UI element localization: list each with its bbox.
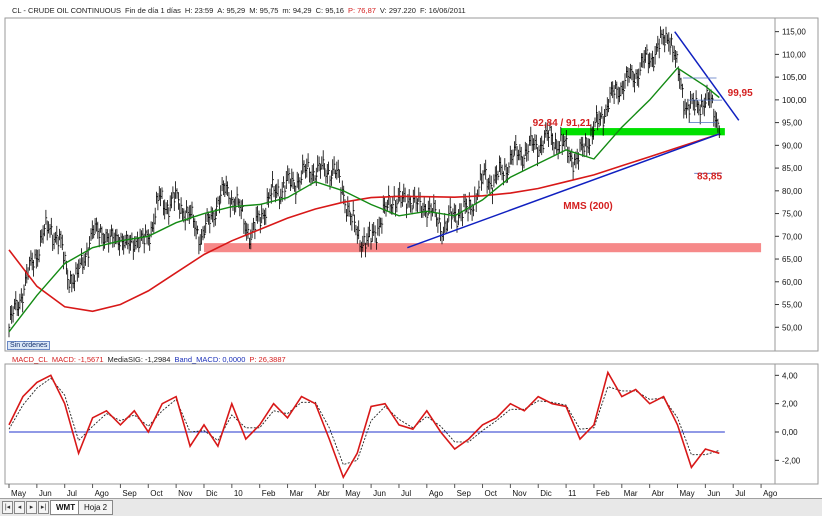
price-bars [8,26,721,338]
x-tick-label: Jul [401,489,411,498]
x-tick-label: Jul [735,489,745,498]
main-chart-header: CL - CRUDE OIL CONTINUOUS Fin de día 1 dí… [12,6,470,15]
next-sheet-button[interactable]: ▸ [26,501,37,514]
price-y-tick-label: 65,00 [782,255,803,264]
x-tick-label: Feb [262,489,276,498]
sheet-tab-bar: |◂ ◂ ▸ ▸| WMT Hoja 2 [0,498,822,516]
macd-y-tick-label: -2,00 [782,456,801,465]
x-tick-label: Abr [317,489,330,498]
band-value: Band_MACD: 0,0000 [174,355,246,364]
macd-y-tick-label: 4,00 [782,371,798,380]
symbol-label: CL - CRUDE OIL CONTINUOUS [12,6,122,15]
tab-hoja-2[interactable]: Hoja 2 [78,500,114,515]
price-y-tick-label: 70,00 [782,232,803,241]
price-annotation: MMS (200) [563,201,612,212]
close-value: C: 95,16 [315,6,344,15]
prev-sheet-button[interactable]: ◂ [14,501,25,514]
x-tick-label: Dic [206,489,218,498]
price-y-tick-label: 110,00 [782,50,806,59]
price-y-tick-label: 60,00 [782,278,803,287]
interval-label: Fin de día 1 días [125,6,181,15]
price-y-tick-label: 90,00 [782,141,803,150]
macd-y-tick-label: 0,00 [782,428,798,437]
x-tick-label: Ago [95,489,110,498]
price-annotation: 83,85 [697,171,722,182]
price-y-tick-label: 50,00 [782,323,803,332]
volume-value: V: 297.220 [379,6,416,15]
high-value: M: 95,75 [249,6,279,15]
first-sheet-button[interactable]: |◂ [2,501,13,514]
price-y-tick-label: 75,00 [782,210,803,219]
signal-value: MediaSIG: -1,2984 [107,355,171,364]
macd-pct: P: 26,3887 [249,355,286,364]
date-value: F: 16/06/2011 [419,6,466,15]
x-tick-label: May [345,489,360,498]
mms-200-line [8,133,720,313]
price-y-tick-label: 105,00 [782,73,807,82]
x-tick-label: Jun [707,489,720,498]
macd-name: MACD_CL [12,355,48,364]
change-value: P: 76,87 [347,6,376,15]
macd-panel-frame [4,363,819,485]
macd-y-tick-label: 2,00 [782,400,798,409]
x-tick-label: Feb [596,489,610,498]
x-tick-label: Nov [178,489,192,498]
x-tick-label: Sep [122,489,137,498]
x-tick-label: Mar [624,489,638,498]
x-tick-label: May [11,489,26,498]
x-tick-label: Abr [652,489,665,498]
x-tick-label: Jun [39,489,52,498]
price-y-tick-label: 100,00 [782,96,807,105]
ma-green-line [8,67,720,333]
x-tick-label: May [680,489,695,498]
price-y-tick-label: 95,00 [782,119,803,128]
price-annotation: 99,95 [728,88,753,99]
x-tick-label: Mar [290,489,304,498]
x-tick-label: Nov [512,489,526,498]
price-annotation: 92,84 / 91,21 [533,118,592,129]
x-tick-label: Jun [373,489,386,498]
x-tick-label: 10 [234,489,243,498]
macd-value: MACD: -1,5671 [51,355,104,364]
x-tick-label: Sep [457,489,472,498]
price-y-tick-label: 115,00 [782,28,806,37]
price-y-tick-label: 80,00 [782,187,803,196]
last-sheet-button[interactable]: ▸| [38,501,49,514]
price-y-tick-label: 85,00 [782,164,803,173]
x-tick-label: Dic [540,489,552,498]
open-value: A: 95,29 [217,6,246,15]
macd-line [8,370,720,480]
price-y-tick-label: 55,00 [782,301,803,310]
hour-value: H: 23:59 [184,6,214,15]
low-value: m: 94,29 [282,6,312,15]
resistance-zone [560,128,725,136]
price-panel-frame [4,17,819,352]
trend-line [674,31,740,121]
trend-line [407,133,720,249]
x-tick-label: Jul [67,489,77,498]
x-tick-label: Ago [429,489,444,498]
macd-header: MACD_CL MACD: -1,5671 MediaSIG: -1,2984 Ban… [12,355,290,364]
x-tick-label: Oct [150,489,163,498]
tab-wmt[interactable]: WMT [50,500,82,515]
support-zone [203,243,762,253]
x-tick-label: 11 [568,489,577,498]
x-tick-label: Ago [763,489,778,498]
orders-badge[interactable]: Sin órdenes [7,341,51,350]
signal-line [8,377,720,466]
x-tick-label: Oct [485,489,498,498]
